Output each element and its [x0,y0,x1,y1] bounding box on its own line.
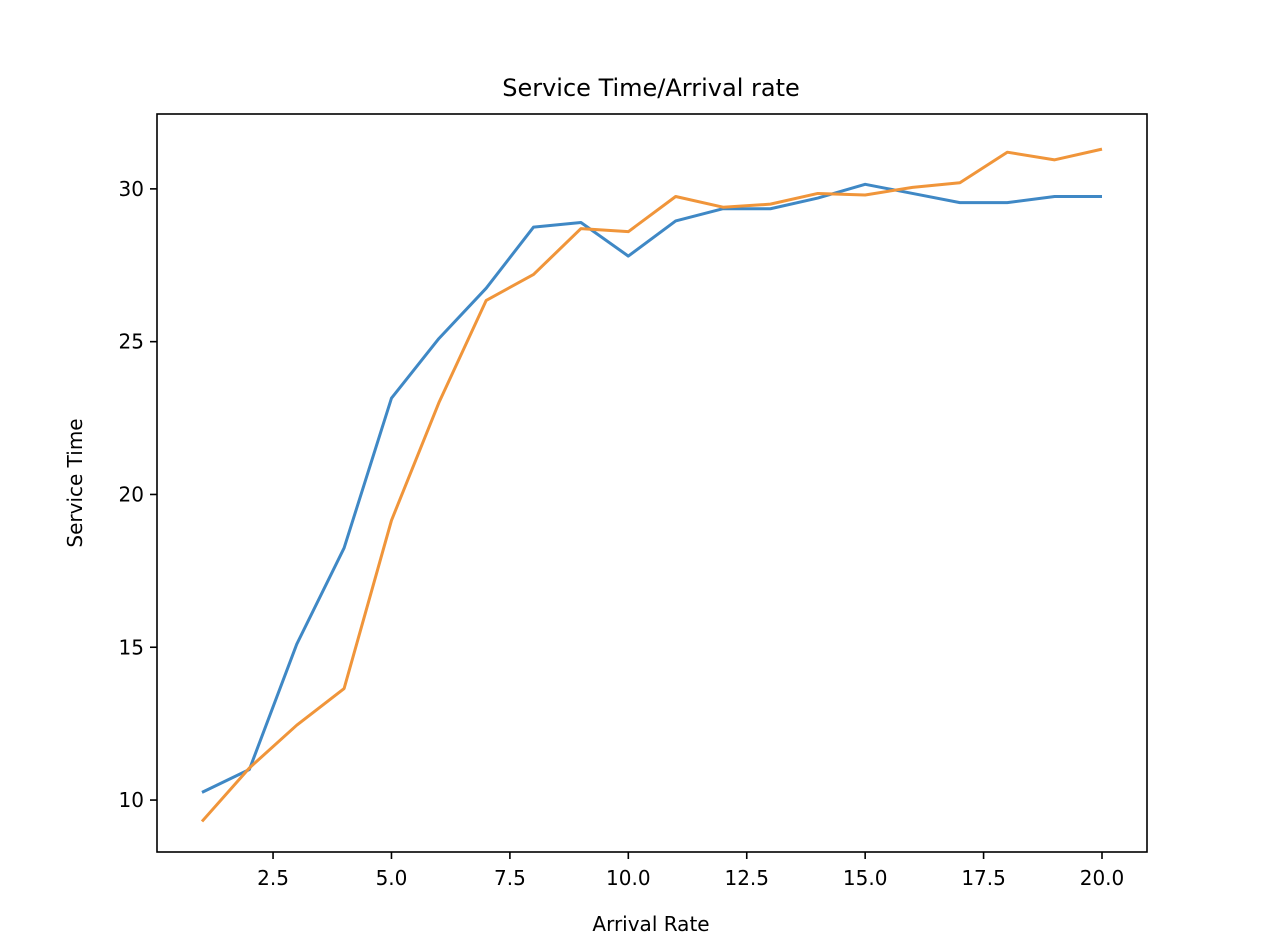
y-axis-title: Service Time [63,418,87,547]
x-tick-label: 15.0 [843,866,888,890]
y-tick-label: 30 [119,177,144,201]
x-tick-label: 5.0 [376,866,408,890]
series-layer [200,147,1103,823]
x-tick-label: 17.5 [961,866,1006,890]
series-line-2 [200,147,1103,823]
x-tick-label: 12.5 [724,866,769,890]
y-tick-label: 10 [119,788,144,812]
y-tick-label: 25 [119,330,144,354]
series-line-1 [201,182,1102,794]
y-axis: 10 15 20 25 30 [119,177,157,812]
y-tick-label: 20 [119,482,144,506]
plot-frame [156,113,1148,853]
x-tick-label: 20.0 [1080,866,1125,890]
y-tick-label: 15 [119,635,144,659]
x-tick-label: 2.5 [257,866,289,890]
x-tick-label: 10.0 [606,866,651,890]
chart-title: Service Time/Arrival rate [502,74,800,102]
x-tick-label: 7.5 [494,866,526,890]
x-axis: 2.5 5.0 7.5 10.0 12.5 15.0 17.5 20.0 [257,852,1124,890]
x-axis-title: Arrival Rate [592,912,709,936]
